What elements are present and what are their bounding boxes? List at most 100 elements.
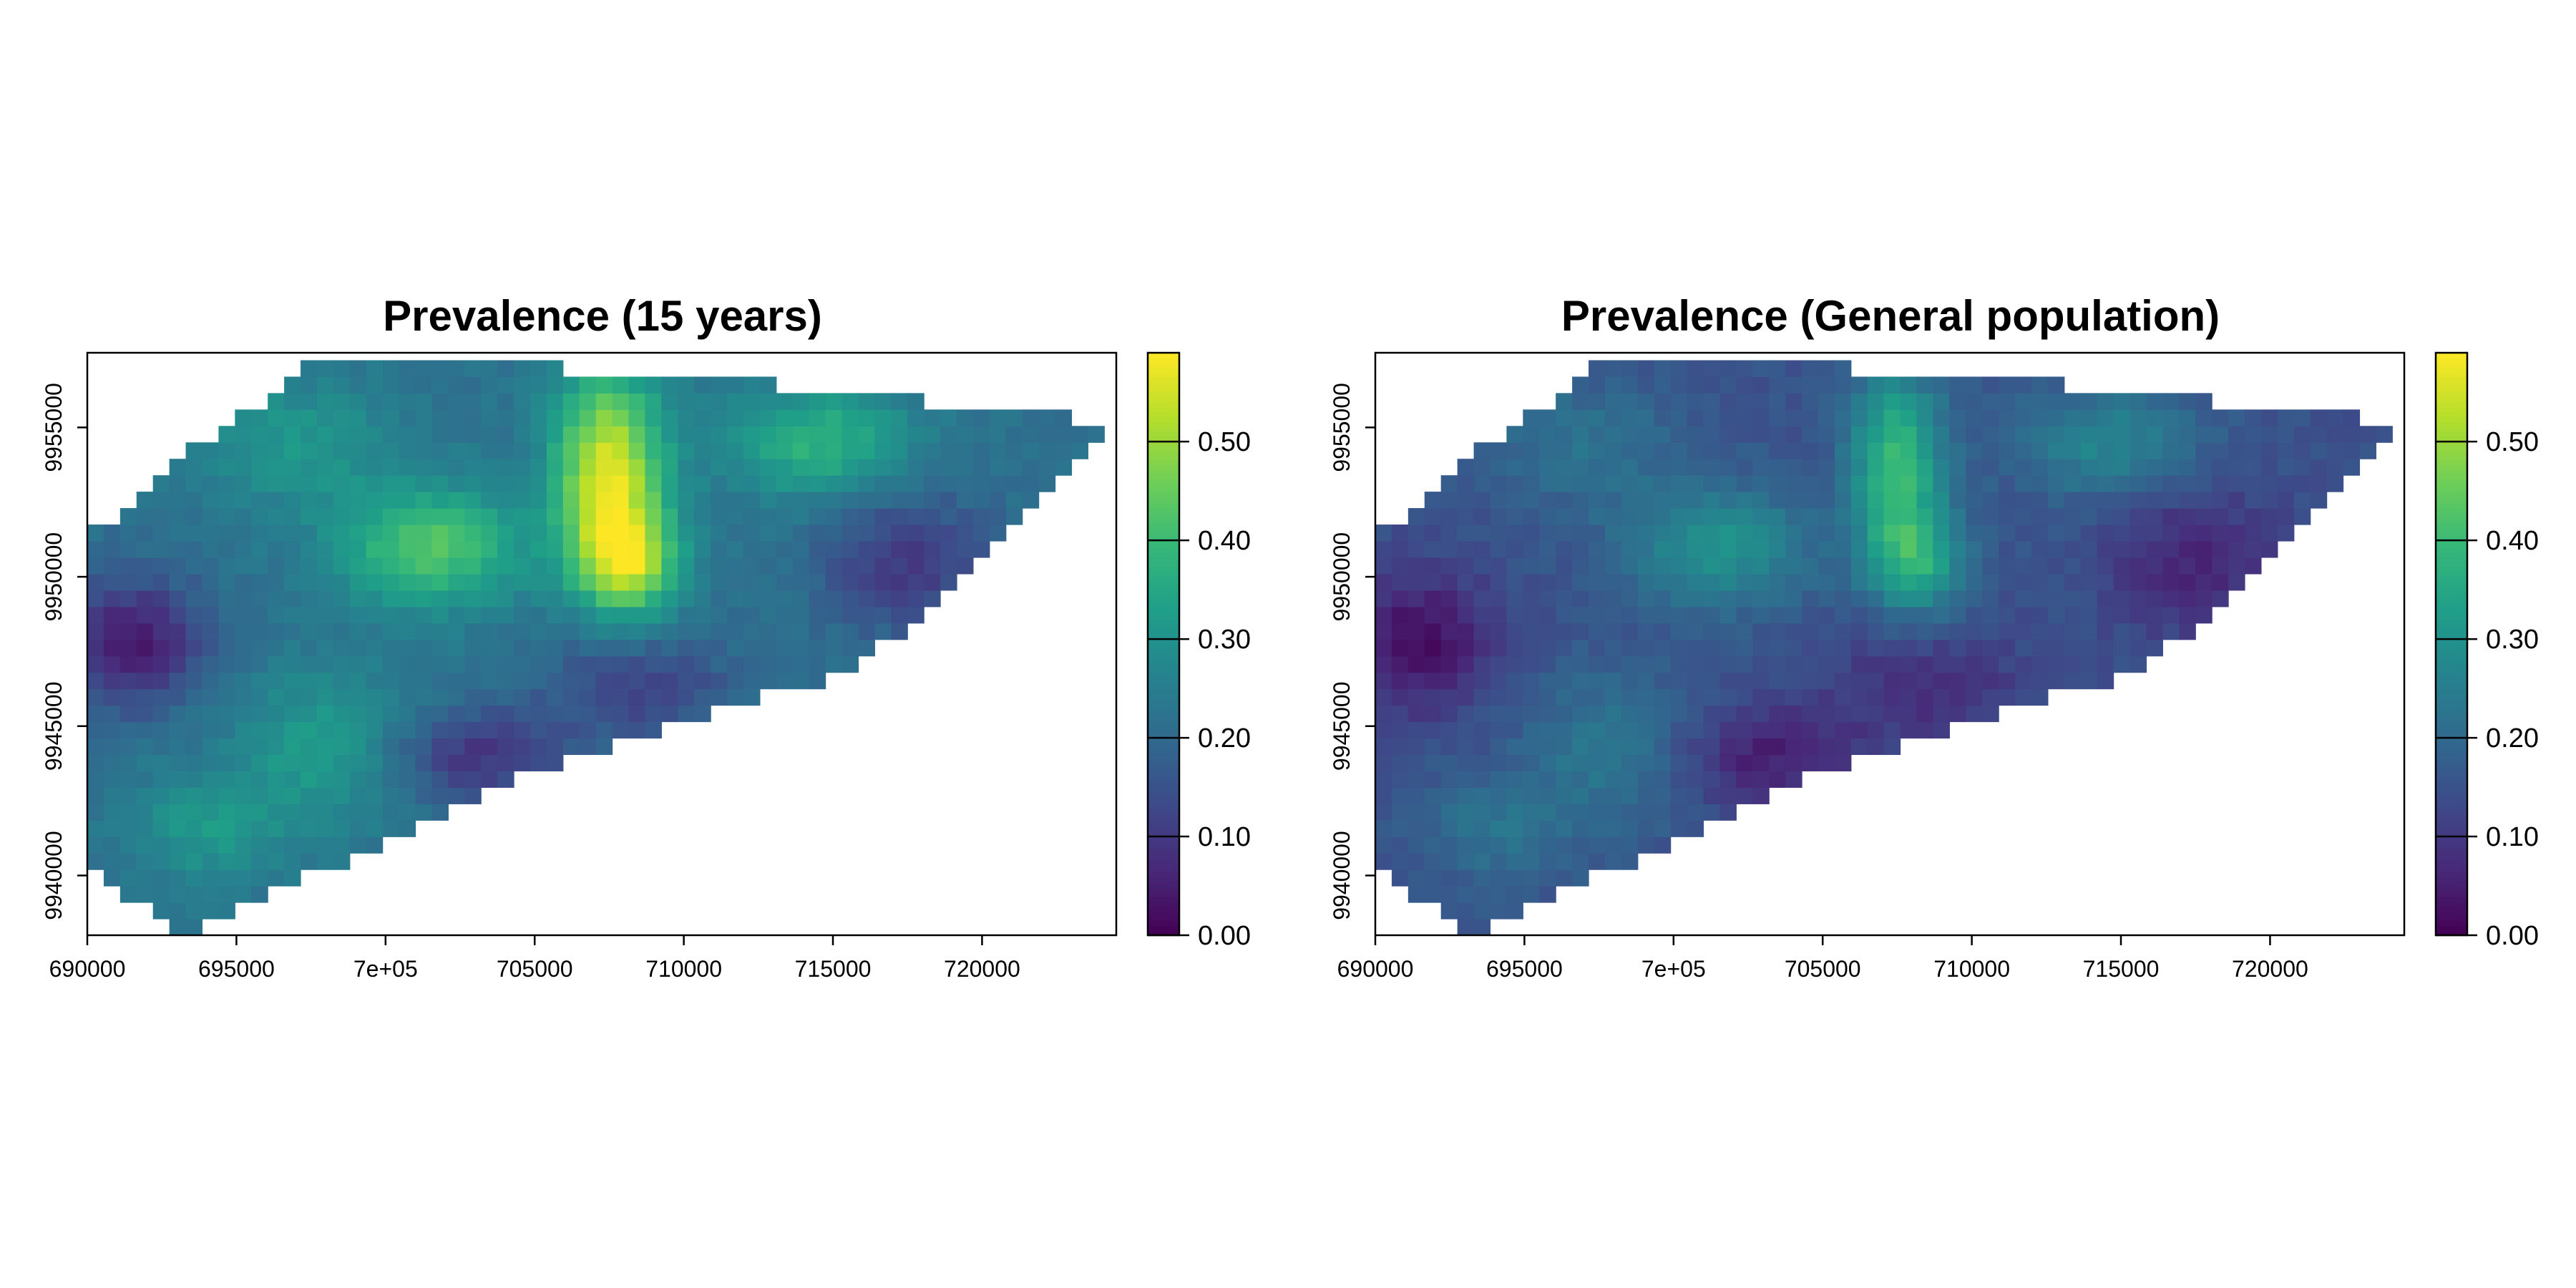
raster-cell [284, 426, 301, 443]
colorbar-step [1148, 620, 1179, 625]
raster-cell [1523, 606, 1540, 624]
raster-cell [169, 721, 187, 739]
raster-cell [2146, 623, 2163, 640]
raster-cell [119, 836, 137, 854]
raster-cell [1867, 442, 1885, 459]
raster-cell [645, 525, 662, 542]
raster-cell [530, 492, 547, 509]
raster-cell [546, 754, 564, 772]
raster-cell [809, 426, 826, 443]
raster-cell [1982, 606, 1999, 624]
raster-cell [2031, 672, 2049, 690]
raster-cell [119, 705, 137, 723]
colorbar-step [2436, 372, 2467, 378]
raster-cell [399, 492, 416, 509]
raster-cell [1834, 639, 1852, 657]
raster-cell [1687, 804, 1704, 821]
raster-cell [1440, 836, 1458, 854]
raster-cell [858, 557, 875, 575]
raster-cell [530, 442, 547, 459]
raster-cell [1523, 655, 1540, 673]
raster-cell [1752, 525, 1770, 542]
raster-cell [1818, 606, 1835, 624]
raster-cell [2162, 623, 2180, 640]
raster-cell [514, 442, 531, 459]
raster-cell [169, 475, 187, 492]
raster-cell [218, 426, 235, 443]
raster-cell [1883, 705, 1901, 723]
colorbar-step [2436, 819, 2467, 824]
raster-cell [2179, 573, 2196, 591]
raster-cell [661, 705, 678, 723]
raster-cell [514, 540, 531, 558]
raster-cell [2080, 492, 2098, 509]
raster-cell [661, 393, 678, 410]
raster-cell [1572, 492, 1589, 509]
raster-cell [645, 475, 662, 492]
raster-cell [2260, 426, 2278, 443]
y-tick-label: 9945000 [1329, 682, 1355, 771]
raster-cell [661, 557, 678, 575]
raster-cell [562, 623, 580, 640]
raster-cell [333, 787, 351, 804]
raster-cell [1375, 853, 1392, 870]
raster-cell [399, 360, 416, 377]
raster-cell [792, 590, 810, 608]
colorbar-step [1148, 683, 1179, 688]
raster-cell [464, 754, 482, 772]
raster-cell [1440, 672, 1458, 690]
raster-cell [1457, 771, 1475, 788]
raster-cell [316, 409, 334, 426]
raster-cell [972, 459, 990, 476]
raster-cell [1719, 393, 1737, 410]
raster-cell [1440, 475, 1458, 492]
raster-cell [1539, 721, 1556, 739]
raster-cell [1523, 573, 1540, 591]
raster-cell [1375, 623, 1392, 640]
raster-cell [202, 606, 219, 624]
raster-cell [169, 820, 187, 837]
raster-cell [514, 573, 531, 591]
raster-cell [169, 540, 187, 558]
raster-cell [2146, 492, 2163, 509]
raster-cell [1490, 540, 1507, 558]
colorbar-step [2436, 580, 2467, 587]
raster-cell [1818, 705, 1835, 723]
raster-cell [1736, 705, 1753, 723]
raster-cell [1490, 721, 1507, 739]
raster-cell [711, 639, 728, 657]
raster-cell [1769, 705, 1786, 723]
raster-cell [1457, 639, 1475, 657]
raster-cell [678, 655, 695, 673]
colorbar-step [1148, 552, 1179, 557]
raster-cell [1900, 409, 1918, 426]
raster-cell [185, 853, 203, 870]
raster-cell [1949, 525, 1966, 542]
colorbar-step [1148, 454, 1179, 461]
raster-cell [218, 557, 235, 575]
raster-cell [1589, 836, 1606, 854]
raster-cell [2080, 606, 2098, 624]
raster-cell [1802, 623, 1819, 640]
raster-cell [1022, 426, 1040, 443]
raster-cell [1916, 623, 1934, 640]
raster-cell [202, 804, 219, 821]
raster-cell [382, 623, 400, 640]
raster-cell [2064, 573, 2082, 591]
raster-cell [1572, 771, 1589, 788]
raster-cell [645, 721, 662, 739]
colorbar-step [2436, 930, 2467, 936]
raster-cell [2031, 639, 2049, 657]
raster-cell [1556, 771, 1573, 788]
raster-cell [2195, 492, 2212, 509]
raster-cell [874, 573, 892, 591]
raster-cell [1523, 508, 1540, 525]
raster-cell [1572, 525, 1589, 542]
raster-cell [1752, 688, 1770, 706]
raster-cell [1670, 492, 1688, 509]
raster-cell [1883, 672, 1901, 690]
raster-cell [2080, 655, 2098, 673]
raster-cell [2064, 606, 2082, 624]
raster-cell [694, 655, 711, 673]
raster-cell [628, 672, 646, 690]
